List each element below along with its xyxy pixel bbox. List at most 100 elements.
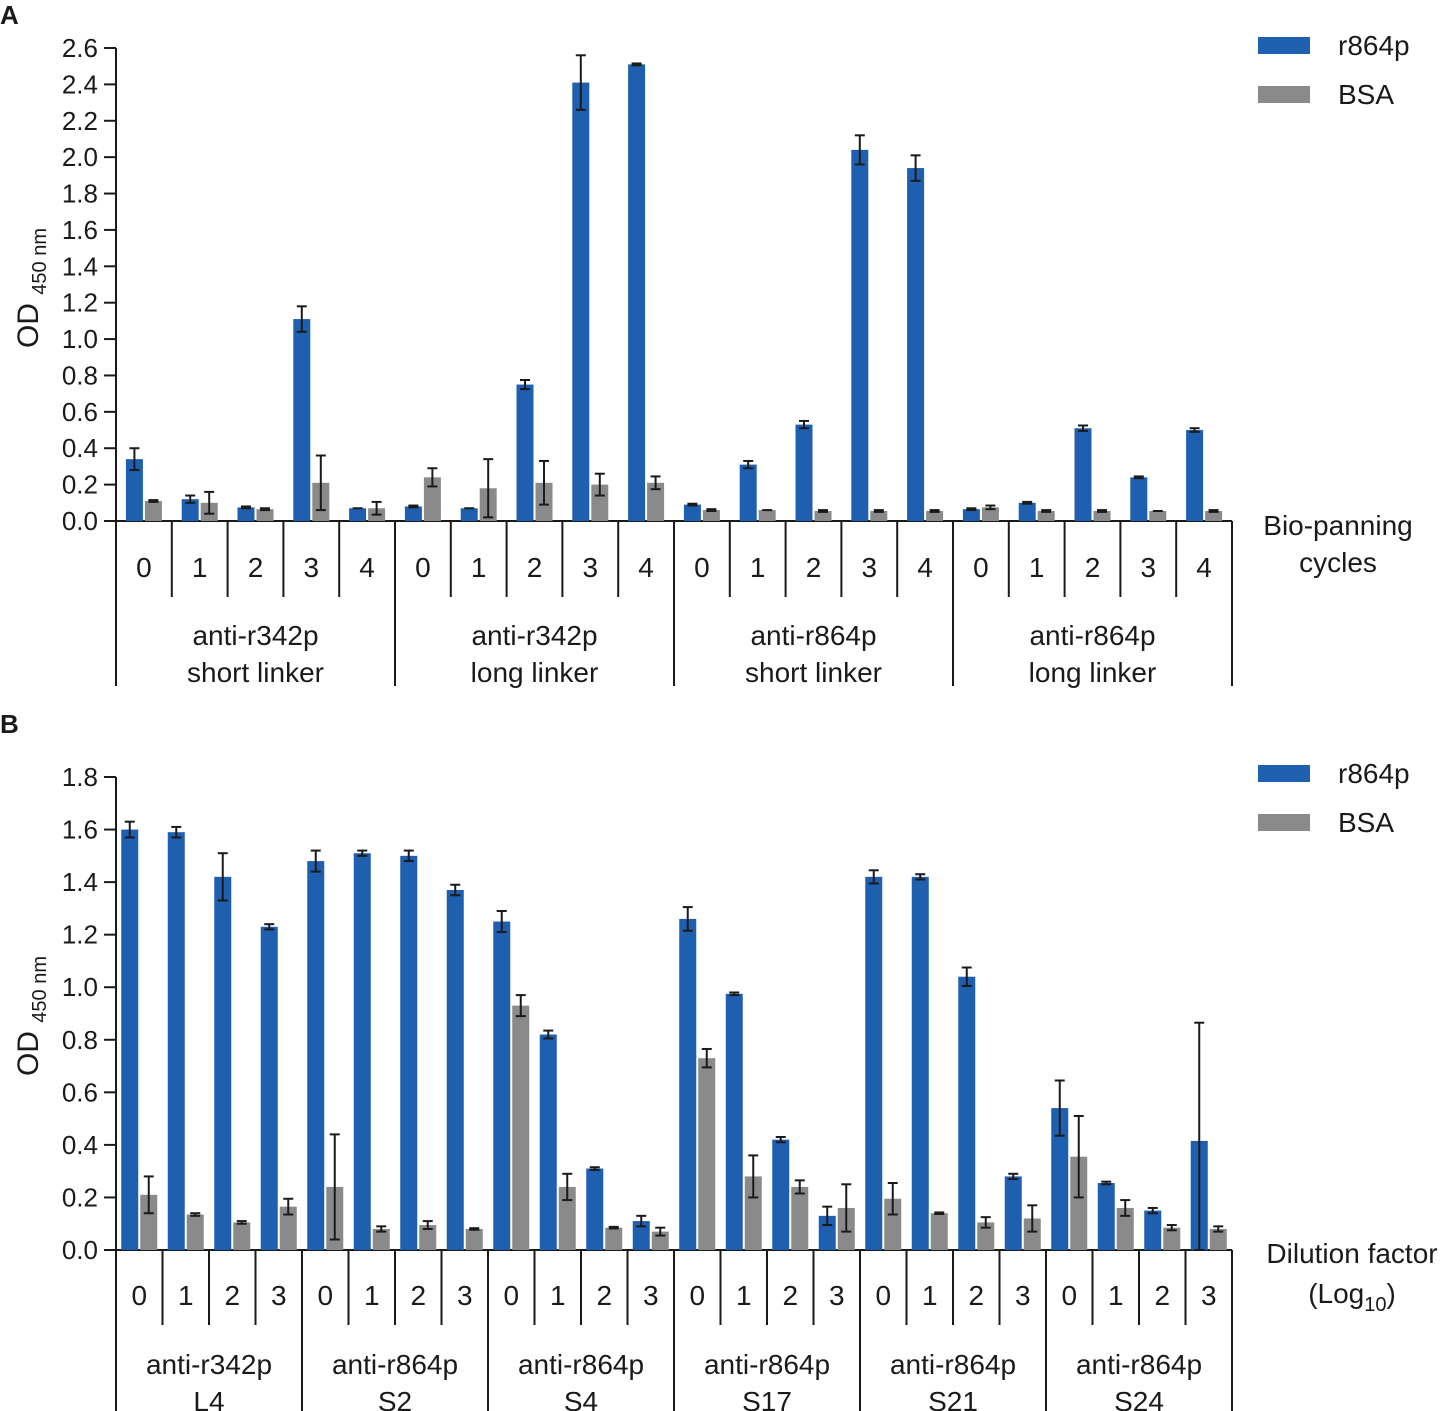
panel-b-group-label-line1: anti-r864p xyxy=(1076,1349,1202,1380)
panel-a-legend-label: r864p xyxy=(1338,30,1410,61)
panel-b-legend-label: r864p xyxy=(1338,758,1410,789)
panel-b-y-tick-label: 1.0 xyxy=(62,972,98,1002)
panel-a-bar-r864p xyxy=(460,508,478,521)
panel-b-category-label: 2 xyxy=(782,1280,798,1311)
panel-a-category-label: 2 xyxy=(248,552,264,583)
panel-a-y-tick-label: 0.8 xyxy=(62,360,98,390)
panel-b-bar-r864p xyxy=(214,876,232,1250)
panel-a-group-label-line1: anti-r864p xyxy=(750,620,876,651)
panel-a-y-tick-label: 1.4 xyxy=(62,251,98,281)
panel-a-bar-bsa xyxy=(647,482,665,521)
panel-a-group-label-line2: long linker xyxy=(471,657,599,688)
panel-a-bar-r864p xyxy=(628,64,646,521)
panel-b-category-label: 3 xyxy=(829,1280,845,1311)
panel-a-category-label: 4 xyxy=(359,552,375,583)
panel-a-y-tick-label: 0.0 xyxy=(62,506,98,536)
panel-b-category-label: 3 xyxy=(1201,1280,1217,1311)
panel-a-bar-r864p xyxy=(851,149,869,521)
panel-a-category-label: 1 xyxy=(192,552,208,583)
panel-a-category-label: 2 xyxy=(1085,552,1101,583)
panel-b-bar-r864p xyxy=(586,1168,604,1250)
panel-b-category-label: 3 xyxy=(457,1280,473,1311)
panel-b-bar-r864p xyxy=(632,1221,650,1250)
panel-b-bar-r864p xyxy=(307,861,325,1250)
panel-a-bar-r864p xyxy=(683,504,701,521)
panel-a-y-tick-label: 0.4 xyxy=(62,433,98,463)
panel-b-bar-bsa xyxy=(140,1194,158,1250)
panel-b-x-label-close: ) xyxy=(1386,1278,1395,1309)
panel-a-y-tick-label: 1.8 xyxy=(62,179,98,209)
panel-b-bar-r864p xyxy=(1097,1182,1115,1250)
panel-a-group-label-line2: short linker xyxy=(745,657,882,688)
panel-a-group-label-line2: short linker xyxy=(187,657,324,688)
panel-b-bar-bsa xyxy=(884,1198,902,1250)
panel-b-bar-bsa xyxy=(977,1222,995,1250)
panel-b-bar-bsa xyxy=(558,1186,576,1250)
panel-b-group-label-line2: S21 xyxy=(928,1386,978,1411)
panel-a-category-label: 0 xyxy=(415,552,431,583)
panel-b-group-label-line2: L4 xyxy=(193,1386,224,1411)
panel-b-x-label-line2: (Log10) xyxy=(1308,1278,1396,1316)
panel-b-bar-bsa xyxy=(791,1186,809,1250)
panel-b-x-label-line1: Dilution factor xyxy=(1266,1238,1437,1269)
panel-a-x-label-line1: Bio-panning xyxy=(1263,510,1412,541)
panel-a-legend-label: BSA xyxy=(1338,79,1394,110)
panel-a-y-tick-label: 0.6 xyxy=(62,397,98,427)
panel-a-x-label-line2: cycles xyxy=(1299,547,1377,578)
panel-b-category-label: 3 xyxy=(1015,1280,1031,1311)
panel-a-bar-bsa xyxy=(702,510,720,521)
panel-b-category-label: 1 xyxy=(922,1280,938,1311)
panel-b-bar-r864p xyxy=(353,853,371,1250)
panel-b-bar-r864p xyxy=(121,829,139,1250)
panel-a-bar-bsa xyxy=(870,510,888,521)
panel-a-y-label-sub: 450 nm xyxy=(29,228,51,295)
panel-a-bar-bsa xyxy=(1037,510,1055,521)
panel-b-bar-bsa xyxy=(419,1225,437,1250)
panel-a-bar-r864p xyxy=(907,168,925,522)
panel-b-category-label: 1 xyxy=(736,1280,752,1311)
panel-a-category-label: 4 xyxy=(1196,552,1212,583)
panel-b-bar-bsa xyxy=(1116,1207,1134,1250)
panel-b-bar-bsa xyxy=(233,1222,251,1250)
panel-b-bar-bsa xyxy=(465,1228,483,1250)
panel-a-y-tick-label: 2.4 xyxy=(62,69,98,99)
panel-b-bar-bsa xyxy=(744,1176,762,1250)
panel-a-bar-bsa xyxy=(926,510,944,521)
panel-b-bar-bsa xyxy=(1023,1218,1041,1250)
panel-a-category-label: 3 xyxy=(862,552,878,583)
panel-b-bar-bsa xyxy=(1209,1228,1227,1250)
panel-b-y-label-main: OD xyxy=(12,1023,45,1076)
panel-a-y-tick-label: 2.6 xyxy=(62,33,98,63)
panel-b-category-label: 3 xyxy=(271,1280,287,1311)
panel-a-bar-r864p xyxy=(572,82,590,522)
panel-b-bar-r864p xyxy=(772,1139,790,1250)
panel-a-group-label-line1: anti-r864p xyxy=(1029,620,1155,651)
panel-b-category-label: 0 xyxy=(1061,1280,1077,1311)
panel-b-bar-bsa xyxy=(605,1227,623,1250)
panel-a-group-label-line2: long linker xyxy=(1029,657,1157,688)
panel-b-y-tick-label: 0.4 xyxy=(62,1130,98,1160)
panel-b-y-tick-label: 1.6 xyxy=(62,815,98,845)
panel-b-y-tick-label: 0.8 xyxy=(62,1025,98,1055)
panel-b-group-label-line2: S24 xyxy=(1114,1386,1164,1411)
panel-b-bar-r864p xyxy=(539,1034,557,1250)
panel-b-group-label-line2: S2 xyxy=(378,1386,412,1411)
panel-a-category-label: 1 xyxy=(750,552,766,583)
panel-b-group-label-line1: anti-r342p xyxy=(146,1349,272,1380)
panel-b-bar-bsa xyxy=(1163,1227,1181,1250)
panel-b-category-label: 2 xyxy=(1154,1280,1170,1311)
panel-a-bar-bsa xyxy=(758,510,776,521)
panel-b-category-label: 1 xyxy=(550,1280,566,1311)
panel-a-legend-swatch-r864p xyxy=(1258,37,1310,54)
panel-a-bar-r864p xyxy=(125,459,143,521)
panel-a-y-label: OD 450 nm xyxy=(12,228,51,348)
panel-b-bar-bsa xyxy=(186,1214,204,1250)
panel-b-category-label: 1 xyxy=(178,1280,194,1311)
panel-a-category-label: 3 xyxy=(583,552,599,583)
panel-a-bar-bsa xyxy=(1149,510,1167,521)
panel-a-bar-r864p xyxy=(404,506,422,521)
panel-b-category-label: 1 xyxy=(364,1280,380,1311)
panel-b-group-label-line2: S17 xyxy=(742,1386,792,1411)
panel-b-y-tick-label: 1.4 xyxy=(62,867,98,897)
